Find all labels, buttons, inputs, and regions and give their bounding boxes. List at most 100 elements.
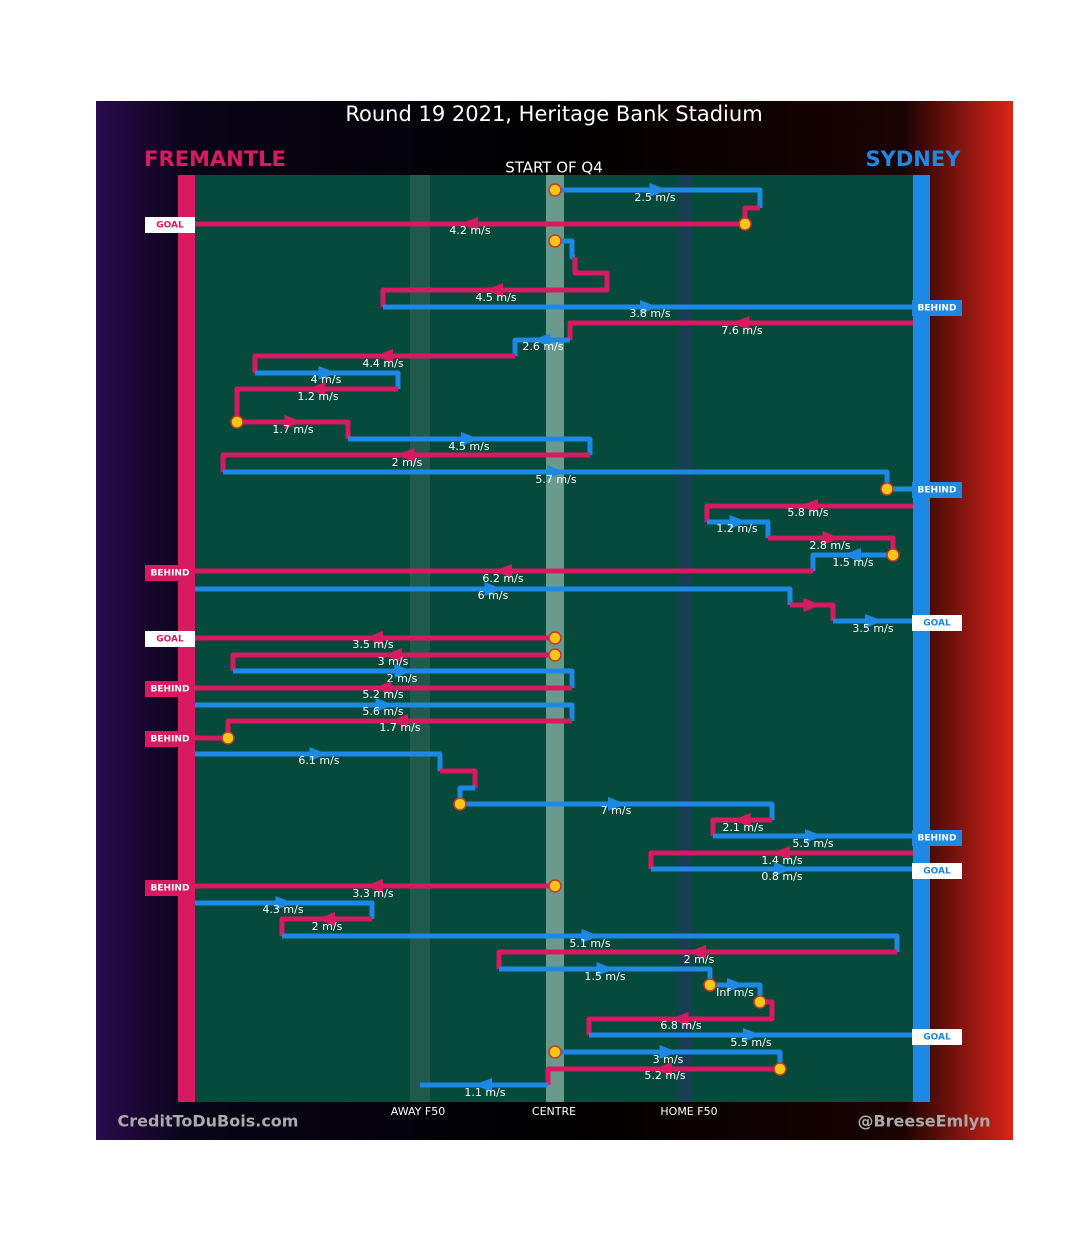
- speed-label: 4.2 m/s: [449, 224, 490, 237]
- move-path: [545, 1066, 780, 1085]
- move-path: [512, 337, 570, 356]
- arrow-head: [547, 465, 565, 479]
- arrow-head: [485, 283, 503, 297]
- speed-label: 1.1 m/s: [464, 1086, 505, 1099]
- speed-label: Inf m/s: [716, 986, 754, 999]
- speed-label: 6.2 m/s: [482, 572, 523, 585]
- speed-label: 2 m/s: [387, 672, 418, 685]
- arrow-head: [494, 564, 512, 578]
- outcome-box: [912, 482, 962, 498]
- field-label: AWAY F50: [391, 1105, 445, 1118]
- outcome-box: [145, 880, 195, 896]
- speed-label: 1.7 m/s: [379, 721, 420, 734]
- speed-label: 2.5 m/s: [634, 191, 675, 204]
- arrow-head: [649, 183, 668, 197]
- outcome-label: GOAL: [923, 619, 951, 629]
- arrow-head: [532, 333, 551, 347]
- arrow-head: [484, 582, 503, 596]
- possession-dot: [773, 1062, 787, 1076]
- speed-label: 5.8 m/s: [787, 506, 828, 519]
- speed-label: 5.6 m/s: [362, 705, 403, 718]
- arrow-head: [365, 879, 383, 893]
- outcome-label: GOAL: [923, 867, 951, 877]
- arrow-head: [654, 1062, 672, 1076]
- speed-label: 5.2 m/s: [362, 688, 403, 701]
- arrow-head: [375, 349, 393, 363]
- move-path: [255, 370, 401, 389]
- speed-label: 5.7 m/s: [535, 473, 576, 486]
- arrow-head: [772, 846, 790, 860]
- arrow-head: [774, 862, 792, 876]
- arrow-head: [800, 499, 818, 513]
- possession-dot: [548, 183, 562, 197]
- speed-label: 2 m/s: [392, 456, 423, 469]
- speed-label: 4.4 m/s: [362, 357, 403, 370]
- outcome-box: [912, 863, 962, 879]
- move-path: [348, 436, 593, 455]
- speed-label: 4.3 m/s: [262, 903, 303, 916]
- possession-dot: [230, 415, 244, 429]
- arrow-head: [596, 962, 615, 976]
- speed-label: 2.1 m/s: [722, 821, 763, 834]
- move-path: [195, 751, 443, 771]
- outcome-label: GOAL: [923, 1033, 951, 1043]
- outcome-box: [145, 217, 195, 233]
- outcome-box: [145, 565, 195, 581]
- move-path: [252, 353, 515, 373]
- move-path: [237, 419, 351, 439]
- arrow-head: [727, 978, 745, 992]
- arrow-head: [822, 531, 841, 545]
- possession-dot: [548, 879, 562, 893]
- move-path: [234, 386, 398, 422]
- possession-dot: [753, 995, 767, 1009]
- right-team: SYDNEY: [866, 147, 962, 171]
- subtitle: START OF Q4: [505, 159, 603, 177]
- arrow-head: [843, 548, 861, 562]
- outcome-label: GOAL: [156, 635, 184, 645]
- outcome-label: BEHIND: [151, 685, 190, 695]
- speed-label: 1.5 m/s: [832, 556, 873, 569]
- speed-label: 7 m/s: [601, 804, 632, 817]
- arrow-head: [865, 614, 883, 628]
- possession-dot: [453, 797, 467, 811]
- speed-label: 3 m/s: [653, 1053, 684, 1066]
- speed-label: 0.8 m/s: [761, 870, 802, 883]
- title: Round 19 2021, Heritage Bank Stadium: [345, 102, 762, 126]
- outcome-label: BEHIND: [918, 486, 957, 496]
- speed-label: 1.2 m/s: [297, 390, 338, 403]
- arrow-head: [309, 747, 328, 761]
- arrow-head: [365, 631, 383, 645]
- speed-label: 3.5 m/s: [352, 638, 393, 651]
- move-path: [586, 999, 775, 1035]
- arrow-head: [640, 300, 658, 314]
- arrow-head: [284, 415, 303, 429]
- speed-label: 2 m/s: [684, 953, 715, 966]
- speed-label: 2.8 m/s: [809, 539, 850, 552]
- speed-label: 3.8 m/s: [629, 307, 670, 320]
- outcome-box: [912, 1029, 962, 1045]
- speed-label: 3 m/s: [378, 655, 409, 668]
- speed-label: 5.2 m/s: [644, 1069, 685, 1082]
- credit: @BreeseEmlyn: [857, 1112, 990, 1131]
- arrow-head: [803, 598, 822, 612]
- move-path: [810, 552, 893, 571]
- outcome-box: [145, 731, 195, 747]
- speed-label: 6.1 m/s: [298, 754, 339, 767]
- move-path: [195, 900, 375, 919]
- arrow-head: [805, 829, 823, 843]
- possession-dot: [548, 234, 562, 248]
- move-path: [195, 586, 793, 605]
- outcome-box: [912, 615, 962, 631]
- arrow-head: [390, 714, 408, 728]
- field-label: CENTRE: [532, 1105, 576, 1118]
- arrow-head: [461, 432, 479, 446]
- speed-label: 3.3 m/s: [352, 887, 393, 900]
- outcome-label: BEHIND: [151, 569, 190, 579]
- arrow-head: [373, 681, 392, 695]
- arrow-head: [318, 366, 337, 380]
- arrow-head: [659, 1045, 678, 1059]
- outcome-label: GOAL: [156, 221, 184, 231]
- arrow-head: [375, 698, 394, 712]
- arrow-head: [384, 648, 402, 662]
